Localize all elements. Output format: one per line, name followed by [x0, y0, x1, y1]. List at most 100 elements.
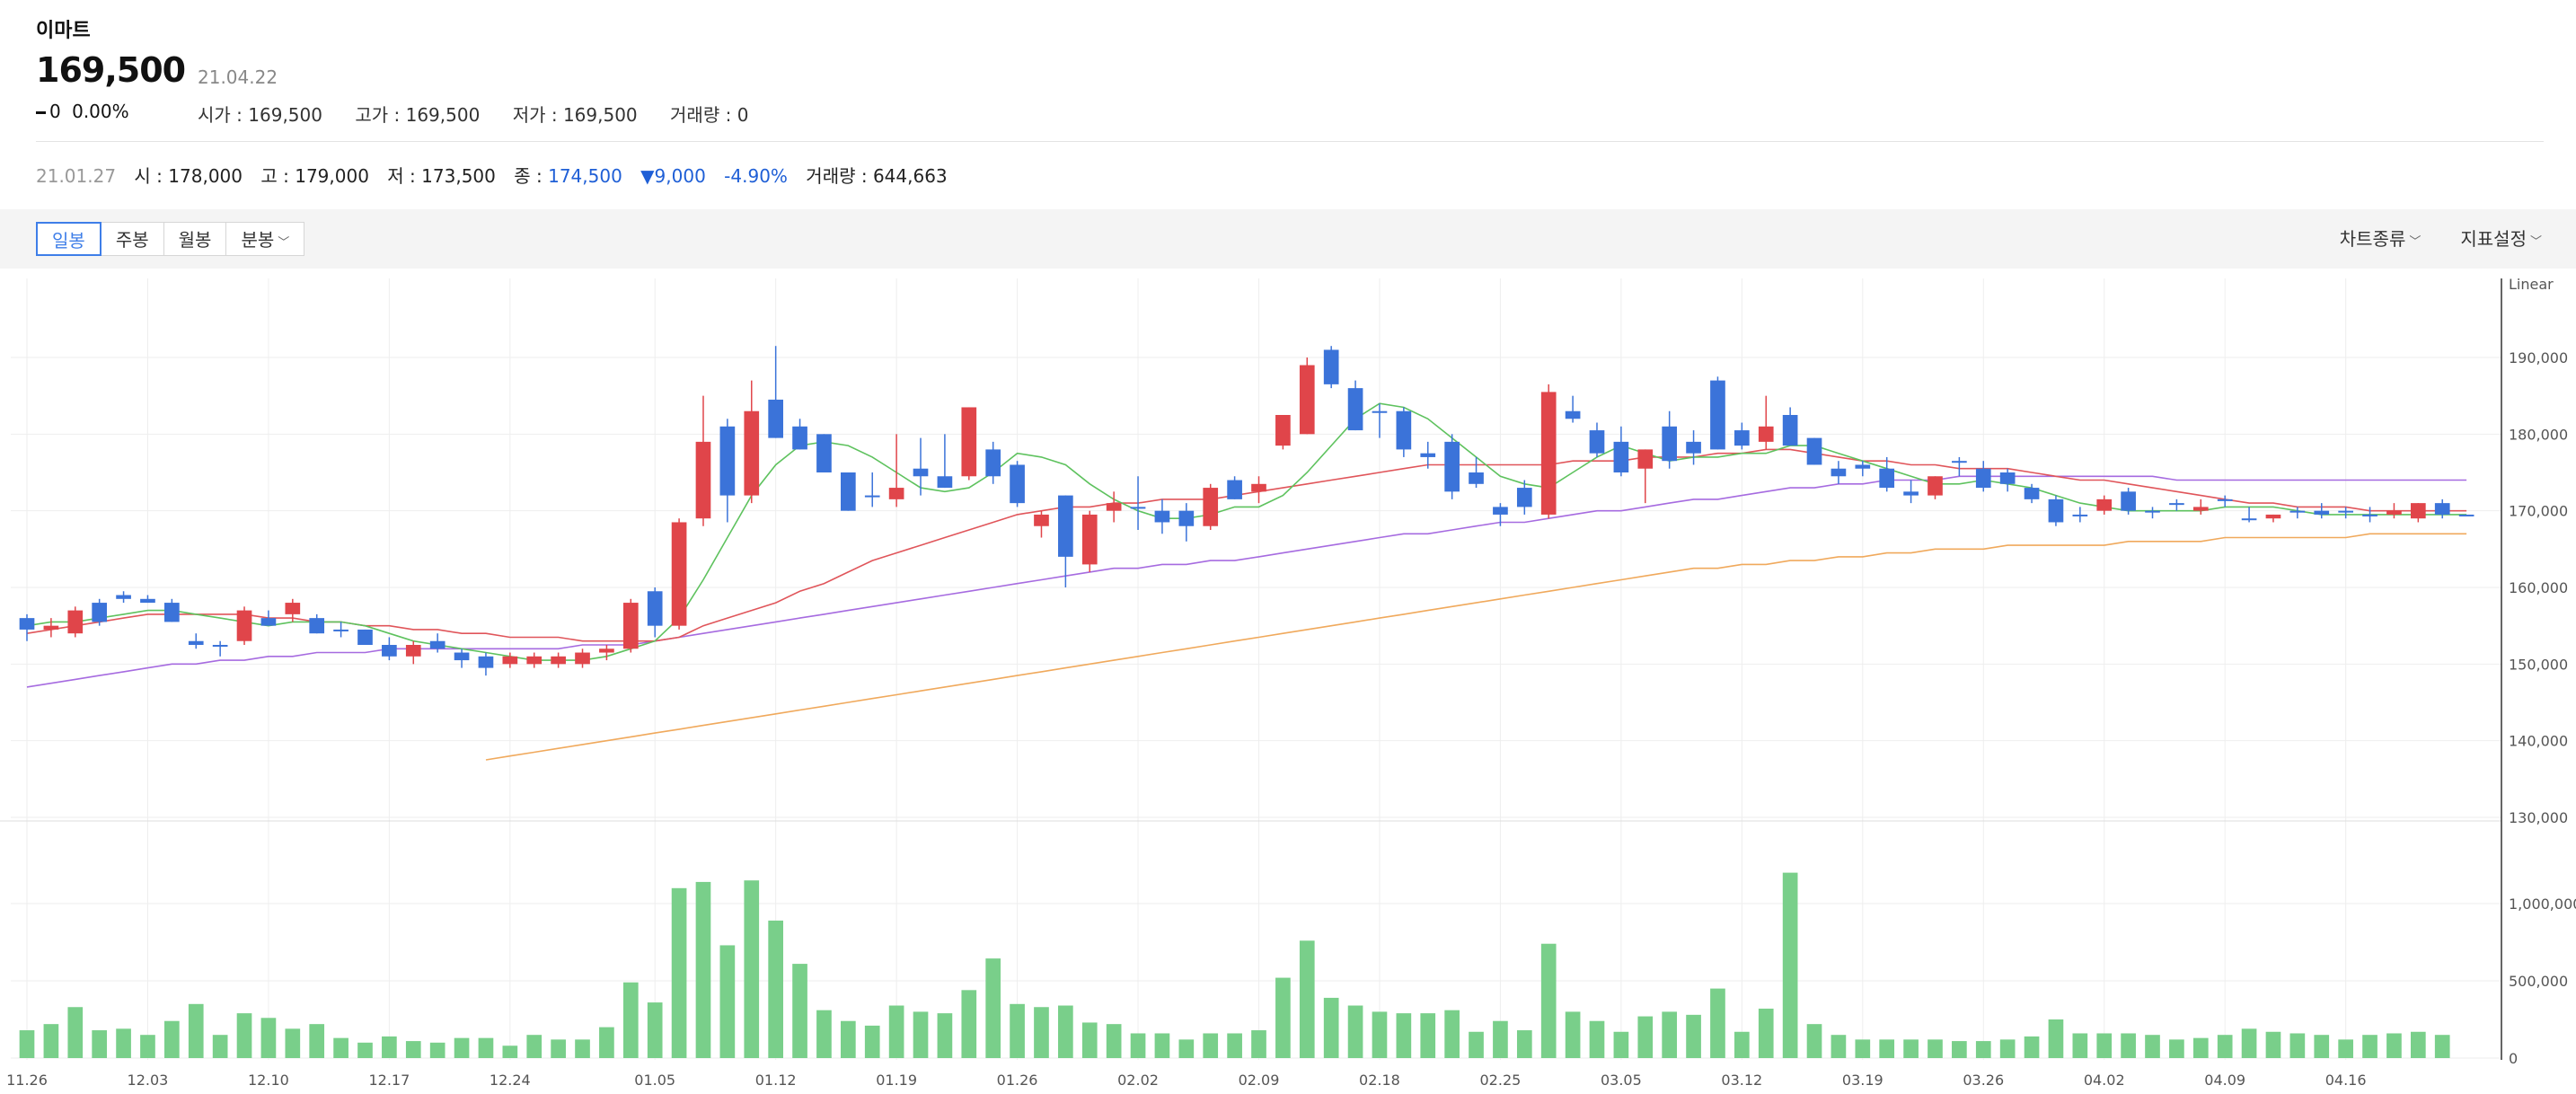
candle-body [188, 640, 204, 645]
candle-body [1251, 483, 1266, 492]
candle-body [2024, 488, 2040, 499]
volume-bar [864, 1025, 880, 1058]
volume-bar [116, 1028, 131, 1058]
candle-body [236, 610, 252, 641]
candle-body [1782, 415, 1798, 446]
date-tick-label: 11.26 [6, 1072, 48, 1089]
candle-body [1154, 510, 1170, 523]
volume-bar [212, 1035, 228, 1058]
info-change-pct: -4.90% [724, 165, 788, 187]
stat-high: 고가 : 169,500 [355, 104, 481, 126]
candle-body [1928, 476, 1943, 496]
volume-bar [768, 920, 783, 1058]
candle-body [2458, 514, 2475, 516]
candle-body [1469, 472, 1484, 484]
candle-body [1999, 472, 2016, 484]
date-tick-label: 02.09 [1239, 1072, 1280, 1089]
volume-bar [1637, 1016, 1654, 1058]
volume-bar [985, 958, 1001, 1058]
volume-bar [2192, 1037, 2209, 1058]
candle-body [1444, 441, 1460, 492]
candle-body [1975, 468, 1991, 489]
candle-body [2217, 498, 2233, 501]
date-tick-label: 03.05 [1601, 1072, 1642, 1089]
volume-bar [744, 880, 760, 1058]
volume-bar [1323, 997, 1339, 1058]
volume-bar [2048, 1019, 2064, 1058]
volume-bar [913, 1011, 929, 1058]
price-tick-label: 130,000 [2509, 809, 2568, 826]
candle-body [2048, 498, 2064, 523]
tab-daily[interactable]: 일봉 [36, 222, 101, 256]
volume-bar [164, 1020, 180, 1058]
price-tick-label: 180,000 [2509, 426, 2568, 443]
candle-body [2121, 491, 2136, 511]
stat-low: 저가 : 169,500 [512, 104, 638, 126]
volume-bar [1540, 943, 1557, 1058]
volume-bar [2121, 1033, 2136, 1058]
volume-bar [1565, 1011, 1581, 1058]
candle-body [792, 426, 807, 450]
volume-bar [1275, 977, 1291, 1058]
candle-body [1879, 468, 1895, 489]
ma120-line [485, 533, 2467, 761]
candle-body [1299, 365, 1315, 435]
candle-body [2338, 510, 2353, 513]
volume-bar [1227, 1033, 1242, 1058]
volume-bar [429, 1042, 446, 1058]
date-tick-label: 12.03 [128, 1072, 169, 1089]
candle-body [309, 618, 325, 634]
volume-bar [333, 1037, 348, 1058]
volume-bar [309, 1024, 325, 1058]
candle-body [454, 652, 470, 661]
candle-body [2434, 503, 2450, 515]
candle-body [2289, 510, 2306, 513]
candle-body [382, 645, 397, 657]
stock-name: 이마트 [36, 20, 91, 42]
candle-body [1565, 410, 1581, 419]
candle-body [2072, 514, 2088, 516]
info-close: 종 : 174,500 [514, 165, 622, 187]
candle-body [622, 603, 639, 649]
chart-type-dropdown[interactable]: 차트종류 ﹀ [2339, 228, 2422, 250]
volume-bar [2265, 1031, 2281, 1058]
tab-weekly[interactable]: 주봉 [100, 222, 164, 256]
candle-body [212, 645, 228, 647]
candle-body [1203, 488, 1219, 526]
info-change: ▼9,000 [640, 165, 706, 187]
volume-bar [622, 982, 639, 1058]
candle-body [285, 603, 301, 614]
candle-body [888, 488, 904, 499]
tab-monthly[interactable]: 월봉 [163, 222, 227, 256]
candle-body [551, 656, 566, 665]
volume-bar [1952, 1041, 1967, 1058]
candle-body [2314, 510, 2330, 515]
candle-body [92, 603, 108, 622]
candle-body [116, 595, 131, 599]
date-tick-label: 03.19 [1842, 1072, 1883, 1089]
info-volume: 거래량 : 644,663 [806, 165, 948, 187]
candle-body [1420, 453, 1436, 457]
candle-body [1275, 415, 1291, 446]
candle-body [1227, 480, 1242, 499]
volume-bar [695, 881, 711, 1058]
date-tick-label: 12.17 [368, 1072, 410, 1089]
volume-bar [1299, 940, 1315, 1058]
date-tick-label: 02.18 [1359, 1072, 1400, 1089]
info-date: 21.01.27 [36, 165, 117, 187]
volume-bar [1928, 1039, 1943, 1058]
volume-bar [2241, 1028, 2257, 1058]
volume-bar [1130, 1033, 1146, 1058]
price-date: 21.04.22 [198, 66, 278, 88]
tab-minute[interactable]: 분봉 ﹀ [225, 222, 305, 256]
no-change-icon [36, 111, 46, 114]
ma20-line [26, 448, 2467, 642]
volume-bar [1493, 1020, 1508, 1058]
volume-bar [502, 1045, 518, 1058]
volume-bar [551, 1039, 566, 1058]
candle-body [1372, 410, 1388, 413]
indicator-settings-dropdown[interactable]: 지표설정 ﹀ [2460, 228, 2542, 250]
volume-bar [1396, 1013, 1412, 1058]
stock-chart[interactable]: 190,000 180,000 170,000 160,000 150,000 140,0… [0, 269, 2576, 1094]
candle-body [526, 656, 543, 665]
